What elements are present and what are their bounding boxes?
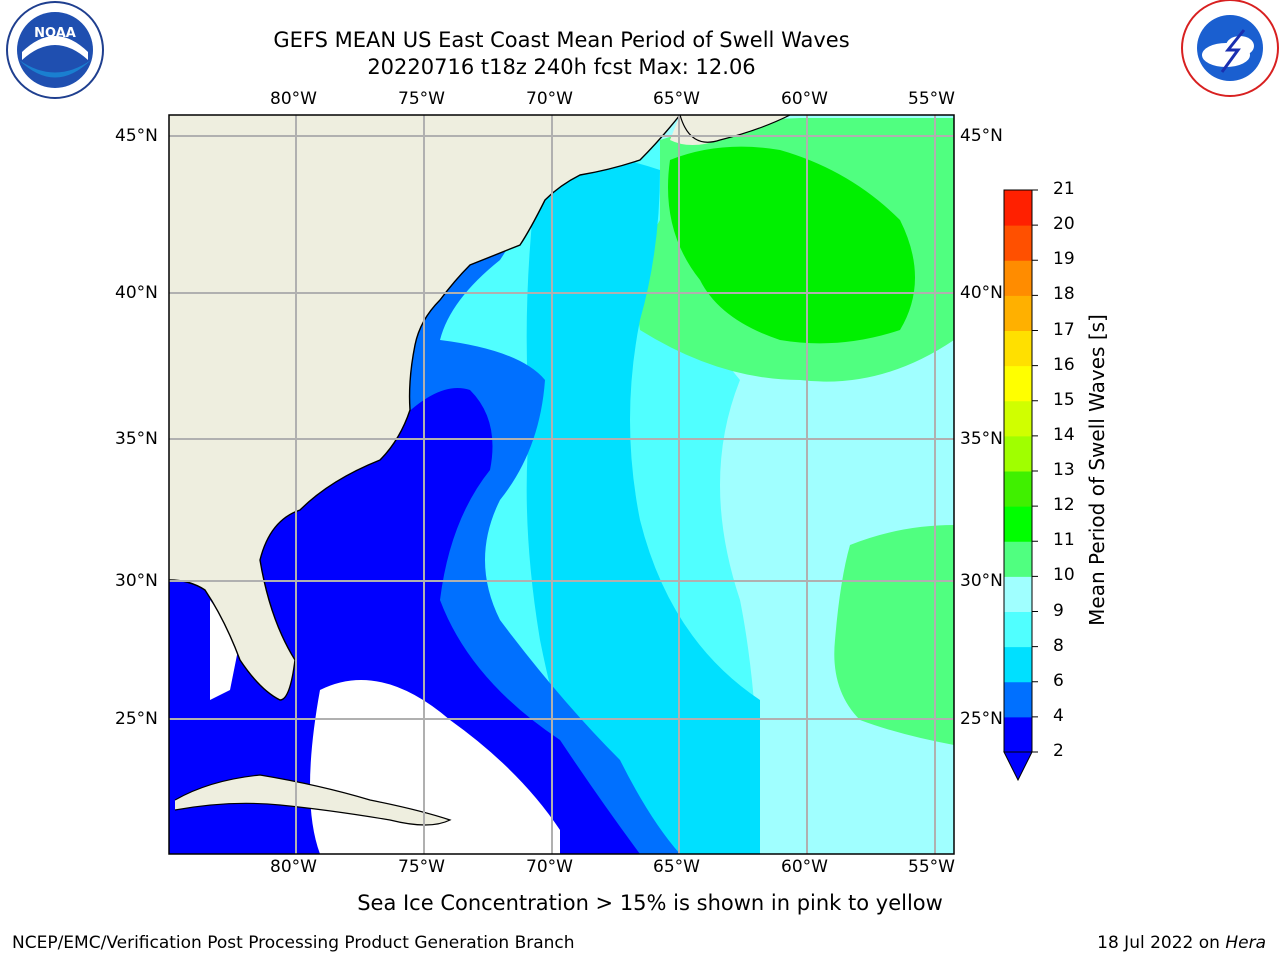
colorbar-segment: [1004, 330, 1032, 367]
colorbar-extend-arrow: [1003, 751, 1033, 782]
lon-label-top: 60°W: [781, 89, 828, 109]
lon-label-top: 80°W: [270, 89, 317, 109]
lon-label-top: 65°W: [653, 89, 700, 109]
lat-label-right: 45°N: [960, 126, 1003, 146]
lon-label-bottom: 70°W: [526, 857, 573, 877]
colorbar-segment: [1004, 400, 1032, 437]
colorbar-segment: [1004, 435, 1032, 472]
colorbar-tick-label: 19: [1053, 249, 1075, 270]
colorbar-title: Mean Period of Swell Waves [s]: [1085, 314, 1109, 626]
colorbar-segment: [1004, 576, 1032, 612]
colorbar-tick-label: 10: [1053, 565, 1075, 586]
lon-label-top: 55°W: [908, 89, 955, 109]
colorbar-tick-label: 9: [1053, 600, 1064, 621]
lat-label-left: 30°N: [115, 571, 158, 591]
colorbar-segment: [1004, 190, 1032, 226]
colorbar-tick-label: 16: [1053, 354, 1075, 375]
lon-label-bottom: 60°W: [781, 857, 828, 877]
colorbar-segment: [1004, 541, 1032, 577]
colorbar-segment: [1004, 681, 1032, 718]
colorbar-tick-label: 17: [1053, 319, 1075, 340]
footer-date-text: 18 Jul 2022 on: [1097, 933, 1226, 953]
national-weather-service-logo: [1181, 0, 1279, 97]
lon-label-top: 70°W: [526, 89, 573, 109]
noaa-logo: NOAA: [6, 1, 104, 99]
lon-label-bottom: 65°W: [653, 857, 700, 877]
lon-label-bottom: 55°W: [908, 857, 955, 877]
colorbar-segment: [1004, 365, 1032, 402]
colorbar-tick-label: 4: [1053, 705, 1064, 726]
lat-label-right: 40°N: [960, 283, 1003, 303]
lat-label-left: 35°N: [115, 429, 158, 449]
svg-text:NOAA: NOAA: [34, 26, 76, 41]
lat-label-left: 40°N: [115, 283, 158, 303]
footer-date: 18 Jul 2022 on Hera: [1097, 933, 1266, 953]
lat-label-left: 45°N: [115, 126, 158, 146]
colorbar-segment: [1004, 506, 1032, 542]
colorbar-tick-label: 12: [1053, 495, 1075, 516]
lat-label-right: 35°N: [960, 429, 1003, 449]
colorbar-tick-label: 6: [1053, 670, 1064, 691]
plot-frame: [168, 114, 955, 855]
colorbar-tick-label: 8: [1053, 635, 1064, 656]
colorbar-tick-label: 14: [1053, 424, 1075, 445]
colorbar-segment: [1004, 716, 1032, 753]
footer-credit: NCEP/EMC/Verification Post Processing Pr…: [12, 933, 575, 953]
colorbar-segment: [1004, 225, 1032, 261]
colorbar-segment: [1004, 611, 1032, 648]
lat-label-right: 25°N: [960, 709, 1003, 729]
colorbar-segment: [1004, 295, 1032, 331]
sea-ice-note: Sea Ice Concentration > 15% is shown in …: [357, 891, 943, 915]
lon-label-top: 75°W: [398, 89, 445, 109]
colorbar-tick-label: 20: [1053, 214, 1075, 235]
lat-label-left: 25°N: [115, 709, 158, 729]
colorbar-tick-label: 11: [1053, 530, 1075, 551]
footer-host: Hera: [1225, 933, 1266, 953]
lon-label-bottom: 75°W: [398, 857, 445, 877]
colorbar-tick-label: 13: [1053, 460, 1075, 480]
swell-period-field: [169, 115, 954, 854]
colorbar-segment: [1004, 646, 1032, 683]
colorbar-segment: [1004, 471, 1032, 507]
chart-subtitle: 20220716 t18z 240h fcst Max: 12.06: [367, 55, 756, 79]
colorbar-tick-label: 18: [1053, 284, 1075, 305]
colorbar-segment: [1004, 260, 1032, 296]
colorbar-tick-label: 15: [1053, 389, 1075, 410]
colorbar-tick-label: 2: [1053, 741, 1064, 761]
lat-label-right: 30°N: [960, 571, 1003, 591]
chart-title: GEFS MEAN US East Coast Mean Period of S…: [273, 28, 850, 52]
colorbar: [1003, 189, 1038, 782]
colorbar-tick-label: 21: [1053, 179, 1075, 199]
lon-label-bottom: 80°W: [270, 857, 317, 877]
